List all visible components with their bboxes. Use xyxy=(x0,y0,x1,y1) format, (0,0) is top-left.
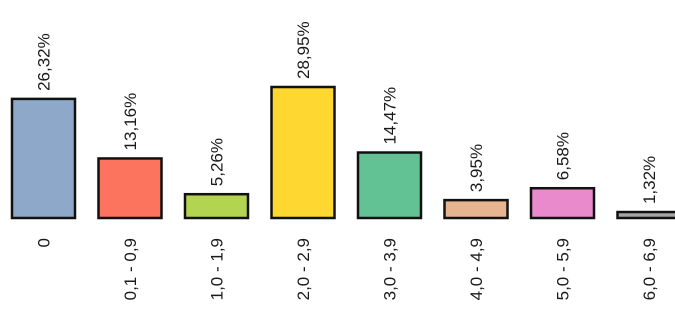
value-label-0: 26,32% xyxy=(35,33,54,91)
value-label-2: 5,26% xyxy=(208,138,227,186)
value-label-5: 3,95% xyxy=(467,144,486,192)
bar-0 xyxy=(10,97,77,220)
category-label-3: 2,0 - 2,9 xyxy=(294,238,313,300)
bar-7 xyxy=(616,210,675,220)
value-label-6: 6,58% xyxy=(554,132,573,180)
category-label-0: 0 xyxy=(35,238,54,247)
bar-1 xyxy=(97,157,163,220)
category-label-7: 6,0 - 6,9 xyxy=(640,238,659,300)
bar-5 xyxy=(443,198,509,220)
bar-3 xyxy=(270,85,336,220)
category-label-6: 5,0 - 5,9 xyxy=(554,238,573,300)
category-label-2: 1,0 - 1,9 xyxy=(208,238,227,300)
value-label-4: 14,47% xyxy=(381,87,400,145)
category-label-1: 0,1 - 0,9 xyxy=(121,238,140,300)
value-label-3: 28,95% xyxy=(294,21,313,79)
value-label-1: 13,16% xyxy=(121,93,140,151)
bar-6 xyxy=(529,186,596,220)
bar-4 xyxy=(356,151,423,220)
bar-2 xyxy=(183,192,250,220)
category-label-4: 3,0 - 3,9 xyxy=(381,238,400,300)
value-label-7: 1,32% xyxy=(640,156,659,204)
category-label-5: 4,0 - 4,9 xyxy=(467,238,486,300)
